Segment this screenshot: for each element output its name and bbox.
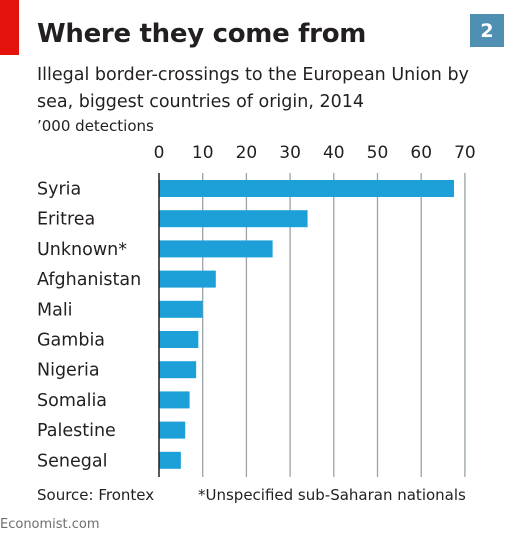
x-tick-label: 60 [410,143,432,163]
bar [159,391,190,409]
chart-subtitle: Illegal border-crossings to the European… [37,65,469,112]
category-label: Nigeria [37,361,100,381]
source-note: Source: Frontex [37,486,155,504]
chart-number-badge: 2 [470,14,504,47]
category-label: Unknown* [37,240,127,260]
x-tick-label: 0 [154,143,165,163]
footnote: *Unspecified sub-Saharan nationals [198,486,466,504]
bar [159,240,273,258]
bar [159,180,454,197]
red-corner-tag [0,0,19,55]
bar [159,270,216,288]
x-tick-label: 50 [367,143,389,163]
category-label: Palestine [37,421,116,441]
x-tick-label: 30 [279,143,301,163]
x-tick-label: 70 [454,143,476,163]
bar [159,331,199,348]
category-label: Syria [37,180,81,200]
bar-chart: 0 10 20 30 40 50 60 70 Syria Eritrea Unknown* Afgha… [37,143,476,477]
category-label: Gambia [37,331,105,351]
economist-watermark: Economist.com [0,517,100,532]
category-label: Afghanistan [37,270,141,290]
bar [159,451,181,469]
category-label: Mali [37,300,73,320]
bar [159,421,186,439]
category-label: Somalia [37,391,107,411]
bar [159,361,197,379]
chart-title: Where they come from [37,19,367,49]
unit-label: ’000 detections [37,117,154,135]
x-tick-label: 20 [236,143,258,163]
x-tick-label: 10 [192,143,214,163]
x-tick-label: 40 [323,143,345,163]
bar [159,210,308,228]
category-label: Senegal [37,451,107,471]
category-label: Eritrea [37,210,95,230]
bar [159,300,203,318]
